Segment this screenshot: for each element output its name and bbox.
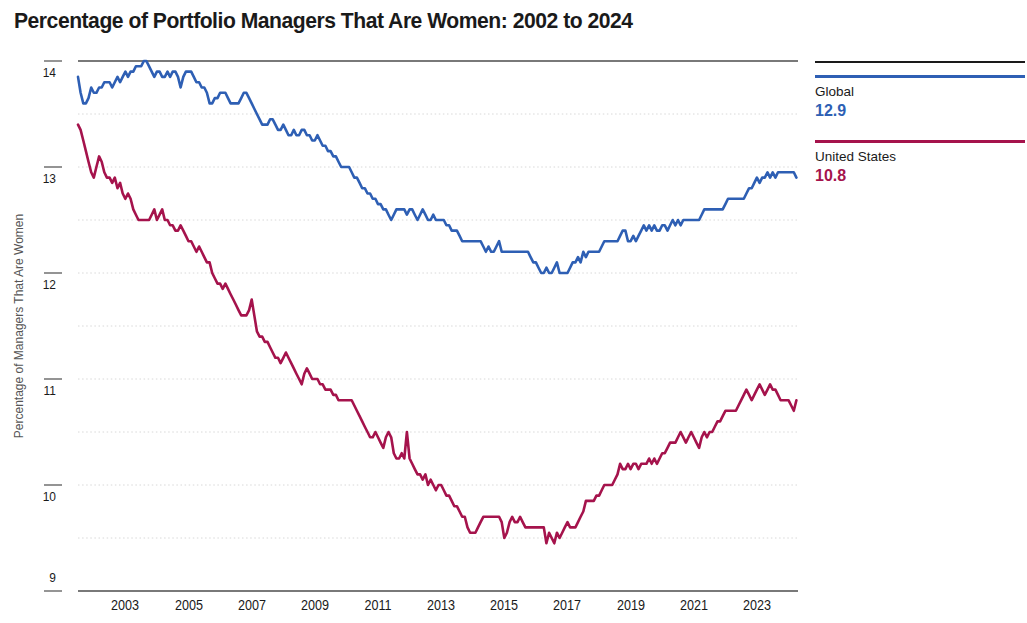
x-tick-label-2005: 2005 [167, 597, 210, 613]
x-tick-label-2003: 2003 [104, 597, 147, 613]
legend-label-global: Global [815, 84, 1025, 99]
x-tick-label-2007: 2007 [230, 597, 273, 613]
x-tick-label-2015: 2015 [483, 597, 526, 613]
y-tick-label-13: 13 [23, 171, 56, 186]
chart-page: Percentage of Portfolio Managers That Ar… [0, 0, 1027, 623]
x-tick-label-2021: 2021 [672, 597, 715, 613]
y-axis-ticks [44, 61, 62, 591]
y-tick-label-11: 11 [23, 383, 56, 398]
legend-item-global: Global 12.9 [815, 75, 1025, 120]
legend-value-global: 12.9 [815, 102, 1025, 120]
y-tick-label-14: 14 [23, 65, 56, 80]
x-tick-label-2013: 2013 [420, 597, 463, 613]
series-line-united-states [78, 125, 796, 544]
y-axis-title: Percentage of Managers That Are Women [12, 61, 28, 591]
gridlines [78, 114, 798, 538]
y-tick-label-12: 12 [23, 277, 56, 292]
united-states-color-swatch [815, 140, 1025, 143]
x-tick-label-2017: 2017 [546, 597, 589, 613]
legend-label-united-states: United States [815, 149, 1025, 164]
legend-top-rule [815, 61, 1025, 63]
y-tick-label-9: 9 [23, 570, 56, 585]
y-tick-label-10: 10 [23, 489, 56, 504]
x-tick-label-2009: 2009 [293, 597, 336, 613]
x-tick-label-2023: 2023 [735, 597, 778, 613]
x-tick-label-2011: 2011 [356, 597, 399, 613]
legend-item-united-states: United States 10.8 [815, 140, 1025, 185]
x-tick-label-2019: 2019 [609, 597, 652, 613]
legend: Global 12.9 United States 10.8 [815, 61, 1025, 185]
legend-value-united-states: 10.8 [815, 167, 1025, 185]
global-color-swatch [815, 75, 1025, 78]
